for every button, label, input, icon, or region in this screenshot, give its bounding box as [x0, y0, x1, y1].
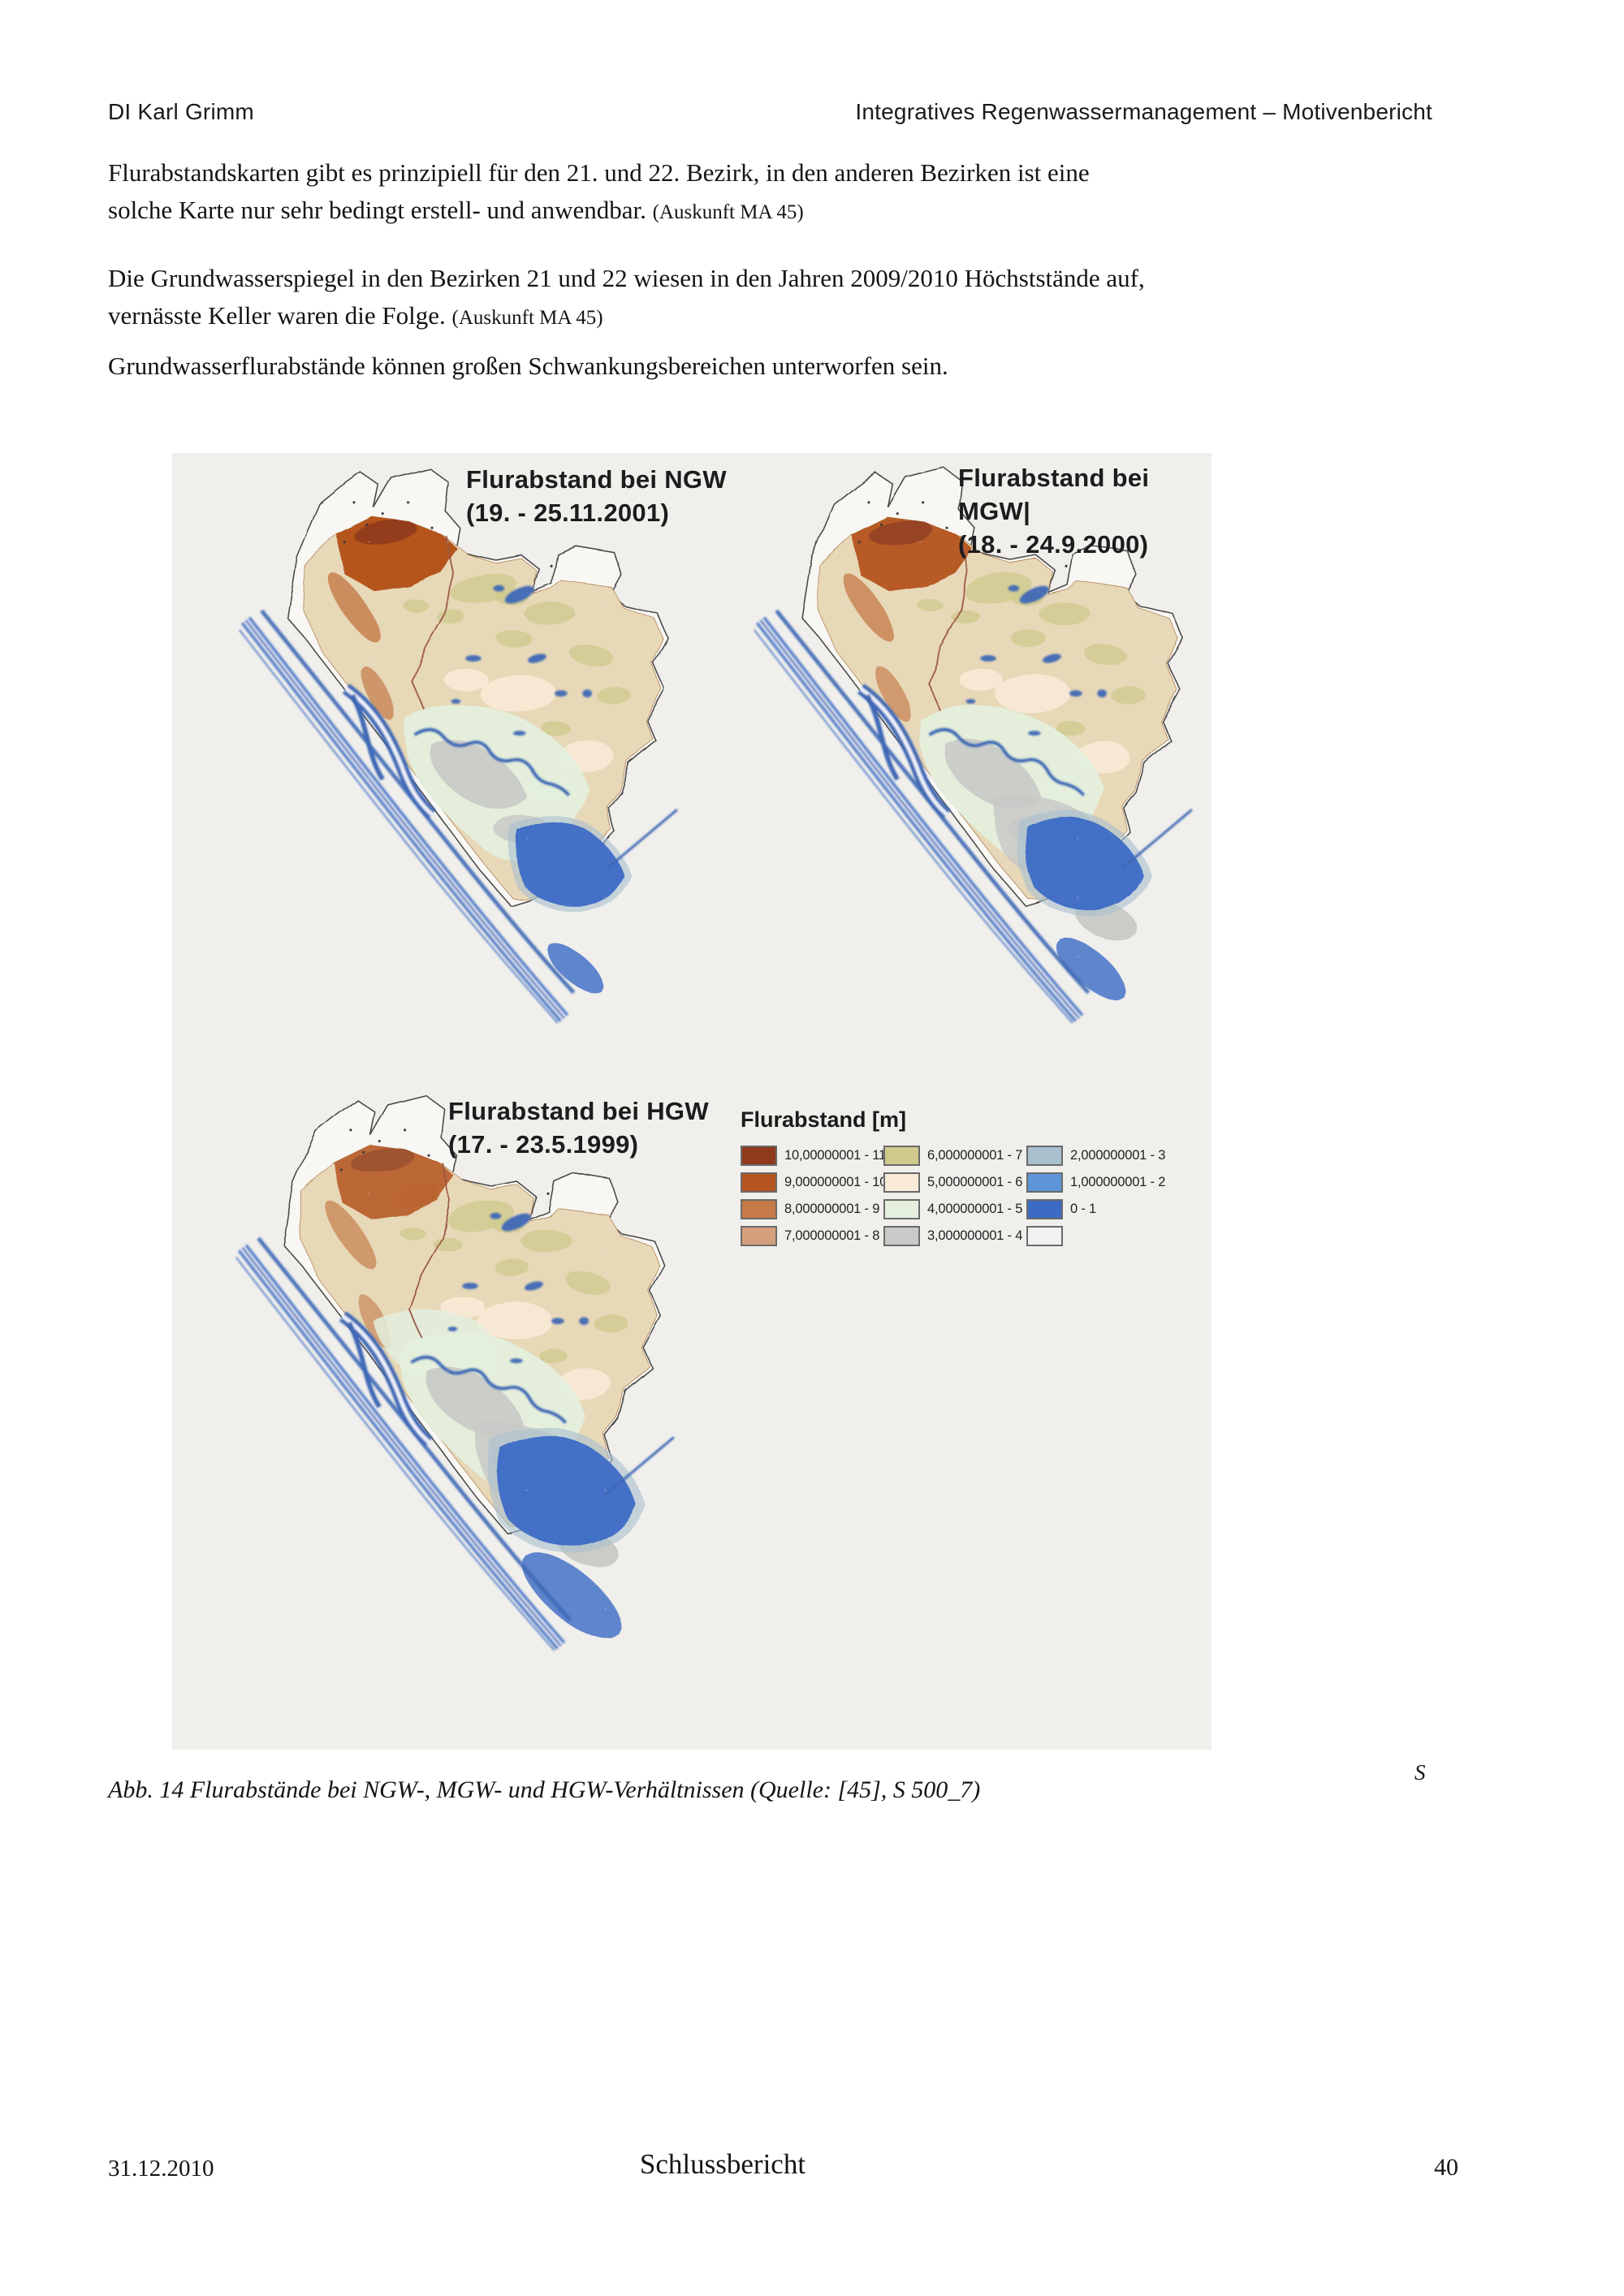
legend-title: Flurabstand [m] — [741, 1107, 907, 1132]
legend-swatch — [741, 1199, 777, 1219]
legend-column: 10,00000001 - 11 9,000000001 - 10 8,000000… — [741, 1142, 887, 1249]
map-ngw — [177, 455, 687, 1103]
paragraph-2-reference: (Auskunft MA 45) — [451, 307, 603, 329]
legend-entry-label: 1,000000001 - 2 — [1070, 1175, 1166, 1189]
paragraph-2-line-1: Die Grundwasserspiegel in den Bezirken 2… — [108, 264, 1145, 292]
map-image-ngw — [239, 466, 678, 1024]
stray-mark: S — [1415, 1760, 1426, 1785]
legend-entry-label: 3,000000001 - 4 — [927, 1228, 1023, 1243]
map-title-ngw-dates: (19. - 25.11.2001) — [466, 498, 670, 527]
paragraph-3-line-1: Grundwasserflurabstände können großen Sc… — [108, 352, 948, 380]
legend-entry: 6,000000001 - 7 — [883, 1142, 1022, 1169]
header-title: Integratives Regenwassermanagement – Mot… — [855, 99, 1432, 124]
figure-caption: Abb. 14 Flurabstände bei NGW-, MGW- und … — [108, 1776, 981, 1803]
paragraph-1-reference: (Auskunft MA 45) — [652, 201, 804, 223]
map-title-hgw-dates: (17. - 23.5.1999) — [448, 1130, 639, 1159]
map-title-ngw-text: Flurabstand bei NGW — [466, 465, 727, 494]
legend-entry-label: 2,000000001 - 3 — [1070, 1148, 1166, 1163]
legend-entry: 9,000000001 - 10 — [741, 1169, 887, 1196]
legend-swatch — [883, 1172, 920, 1193]
legend-entry: 3,000000001 - 4 — [883, 1223, 1022, 1249]
footer-date: 31.12.2010 — [108, 2156, 214, 2182]
legend-swatch — [741, 1172, 777, 1193]
legend-entry: 2,000000001 - 3 — [1026, 1142, 1165, 1169]
legend-entry-label: 5,000000001 - 6 — [927, 1175, 1023, 1189]
legend-entry: 5,000000001 - 6 — [883, 1169, 1022, 1196]
legend-swatch — [883, 1226, 920, 1246]
map-hgw — [174, 1082, 684, 1731]
map-title-mgw: Flurabstand bei MGW| (18. - 24.9.2000) — [958, 461, 1212, 561]
footer-report-name: Schlussbericht — [639, 2148, 806, 2180]
legend-swatch — [1026, 1146, 1063, 1166]
legend-entry-label: 4,000000001 - 5 — [927, 1202, 1023, 1216]
map-legend: Flurabstand [m] 10,00000001 - 11 9,000000… — [741, 1107, 1210, 1256]
legend-entry-label: 0 - 1 — [1070, 1202, 1097, 1216]
map-mgw — [692, 455, 1202, 1103]
legend-swatch — [741, 1226, 777, 1246]
legend-column: 6,000000001 - 7 5,000000001 - 6 4,00000000… — [883, 1142, 1022, 1249]
map-image-hgw — [235, 1094, 675, 1651]
legend-entry: 8,000000001 - 9 — [741, 1196, 887, 1223]
legend-swatch — [1026, 1226, 1063, 1246]
map-image-mgw — [754, 466, 1193, 1024]
paragraph-2: Die Grundwasserspiegel in den Bezirken 2… — [108, 260, 1480, 337]
legend-entry-label: 9,000000001 - 10 — [784, 1175, 888, 1189]
paragraph-1-line-1: Flurabstandskarten gibt es prinzipiell f… — [108, 158, 1090, 187]
legend-swatch — [741, 1146, 777, 1166]
legend-grid: 10,00000001 - 11 9,000000001 - 10 8,000000… — [741, 1142, 1210, 1256]
paragraph-1: Flurabstandskarten gibt es prinzipiell f… — [108, 154, 1480, 231]
paragraph-2-line-2: vernässte Keller waren die Folge. — [108, 301, 446, 330]
header-author: DI Karl Grimm — [108, 99, 254, 124]
footer-page-number: 40 — [1434, 2154, 1458, 2181]
legend-entry: 10,00000001 - 11 — [741, 1142, 887, 1169]
map-title-mgw-text: Flurabstand bei MGW| — [958, 464, 1150, 525]
paragraph-1-line-2: solche Karte nur sehr bedingt erstell- u… — [108, 196, 646, 224]
legend-entry-label: 7,000000001 - 8 — [784, 1228, 880, 1243]
legend-swatch — [883, 1146, 920, 1166]
legend-entry: 1,000000001 - 2 — [1026, 1169, 1165, 1196]
legend-swatch — [1026, 1172, 1063, 1193]
map-title-ngw: Flurabstand bei NGW (19. - 25.11.2001) — [466, 463, 727, 529]
legend-swatch — [883, 1199, 920, 1219]
legend-entry-label: 10,00000001 - 11 — [784, 1148, 886, 1163]
map-title-hgw-text: Flurabstand bei HGW — [448, 1097, 709, 1125]
figure-abb14: Flurabstand bei NGW (19. - 25.11.2001) F… — [172, 453, 1212, 1750]
legend-entry-label: 6,000000001 - 7 — [927, 1148, 1023, 1163]
map-title-mgw-dates: (18. - 24.9.2000) — [958, 530, 1149, 559]
legend-swatch — [1026, 1199, 1063, 1219]
legend-entry: 7,000000001 - 8 — [741, 1223, 887, 1249]
legend-entry-label: 8,000000001 - 9 — [784, 1202, 880, 1216]
legend-entry: 0 - 1 — [1026, 1196, 1165, 1223]
paragraph-3: Grundwasserflurabstände können großen Sc… — [108, 347, 1480, 385]
legend-entry: 4,000000001 - 5 — [883, 1196, 1022, 1223]
map-title-hgw: Flurabstand bei HGW (17. - 23.5.1999) — [448, 1094, 709, 1161]
legend-column: 2,000000001 - 3 1,000000001 - 2 0 - 1 — [1026, 1142, 1165, 1249]
legend-entry — [1026, 1223, 1165, 1249]
